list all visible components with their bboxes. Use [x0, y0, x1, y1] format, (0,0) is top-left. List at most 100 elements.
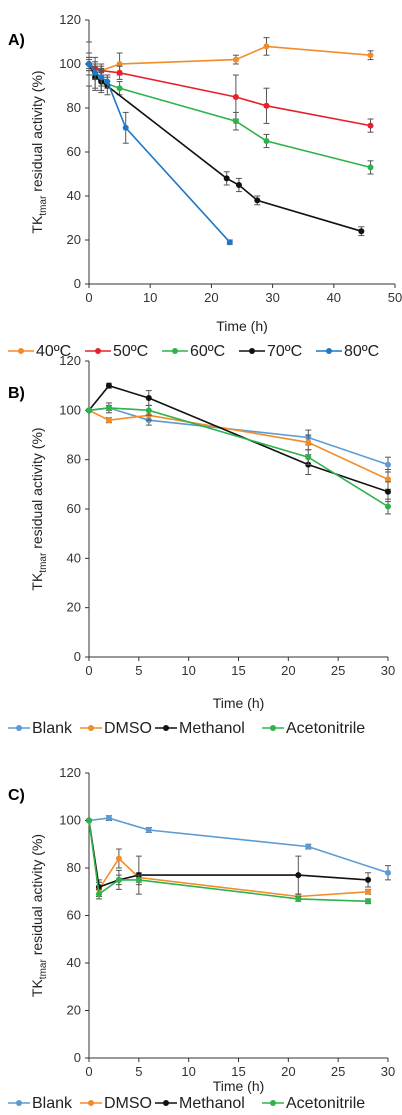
x-tick-label: 0: [85, 290, 92, 305]
legend-swatch-marker: [326, 348, 332, 354]
y-tick-label: 80: [67, 452, 81, 467]
data-point: [358, 228, 365, 235]
data-point: [367, 122, 374, 129]
legend-label: 40ºC: [36, 343, 71, 360]
y-tick-label: 0: [74, 276, 81, 291]
y-tick-label: 60: [67, 144, 81, 159]
legend-item: 60ºC: [162, 343, 225, 360]
data-point: [116, 85, 123, 92]
series-3: [86, 41, 365, 237]
legend-swatch-marker: [88, 725, 94, 731]
x-tick-label: 50: [388, 290, 402, 305]
data-point: [263, 43, 270, 50]
series-line: [88, 407, 389, 508]
y-tick-label: 120: [59, 353, 81, 368]
y-tick-label: 40: [67, 550, 81, 565]
y-tick-label: 20: [67, 600, 81, 615]
panel-label: A): [8, 32, 25, 49]
data-point: [235, 182, 242, 188]
legend-swatch-marker: [18, 348, 24, 354]
data-point: [86, 817, 92, 824]
legend-item: DMSO: [80, 1095, 152, 1112]
y-tick-label: 0: [74, 1050, 81, 1065]
data-point: [135, 876, 142, 883]
x-tick-label: 25: [331, 1064, 345, 1079]
data-point: [105, 382, 112, 389]
series-line: [88, 45, 371, 72]
legend-item: Blank: [8, 1095, 73, 1112]
legend-label: DMSO: [104, 720, 152, 737]
y-tick-label: 120: [59, 765, 81, 780]
data-point: [95, 891, 102, 898]
y-axis-title: TKtmar residual activity (%): [29, 70, 49, 233]
y-axis-title-main: TK: [29, 572, 45, 591]
legend-label: 70ºC: [267, 343, 302, 360]
series-2: [86, 52, 374, 175]
data-point: [122, 124, 129, 131]
legend-swatch-marker: [270, 1100, 276, 1106]
y-tick-label: 60: [67, 501, 81, 516]
series-line: [88, 63, 371, 169]
data-point: [223, 175, 230, 182]
data-point: [115, 855, 122, 862]
y-tick-label: 40: [67, 955, 81, 970]
data-point: [145, 827, 152, 833]
legend-label: Methanol: [179, 1095, 245, 1112]
series-line: [88, 409, 389, 481]
legend-label: Acetonitrile: [286, 720, 365, 737]
y-tick-label: 120: [59, 12, 81, 27]
data-point: [232, 118, 239, 125]
x-tick-label: 20: [281, 663, 295, 678]
y-tick-label: 100: [59, 402, 81, 417]
panel-a: A) 0 20 40 60 80 100 120 0 10 20 30 40 50 Time (h) TKtm…: [8, 12, 402, 360]
data-point: [385, 488, 391, 495]
y-axis-title: TKtmar residual activity (%): [29, 427, 49, 590]
data-point: [254, 197, 261, 204]
series-line: [88, 817, 389, 874]
series-3: [86, 817, 372, 905]
legend-swatch-marker: [172, 348, 178, 354]
data-point: [86, 61, 92, 67]
data-point: [116, 61, 123, 67]
data-point: [305, 439, 312, 446]
legend-item: 50ºC: [85, 343, 148, 360]
legend-swatch-marker: [163, 1100, 169, 1106]
x-tick-label: 15: [231, 663, 245, 678]
panel-c: C) 0 20 40 60 80 100 120 0 5 10 15 20 25 30 Time (h) TKt…: [8, 765, 395, 1112]
data-point: [365, 876, 372, 883]
x-tick-label: 10: [181, 663, 195, 678]
x-tick-label: 30: [265, 290, 279, 305]
y-axis-title-main: TK: [29, 215, 45, 234]
legend-swatch-marker: [16, 1100, 22, 1106]
series-line: [88, 820, 369, 889]
data-point: [104, 78, 111, 85]
y-axis-title: TKtmar residual activity (%): [29, 834, 49, 997]
y-axis-title-subscript: tmar: [38, 195, 49, 216]
x-tick-label: 30: [381, 1064, 395, 1079]
series-line: [88, 63, 362, 232]
series-4: [86, 56, 233, 246]
x-tick-label: 5: [135, 1064, 142, 1079]
y-tick-label: 0: [74, 649, 81, 664]
series-line: [88, 820, 369, 903]
y-axis-title-subscript: tmar: [38, 552, 49, 573]
y-axis-title-subscript: tmar: [38, 959, 49, 980]
legend-label: 80ºC: [344, 343, 379, 360]
data-point: [367, 164, 374, 171]
series-3: [86, 404, 391, 515]
data-point: [385, 476, 391, 483]
data-point: [226, 239, 233, 246]
data-point: [232, 56, 239, 63]
data-point: [305, 843, 312, 850]
legend-item: Methanol: [155, 720, 245, 737]
series-line: [88, 820, 369, 898]
x-tick-label: 10: [143, 290, 157, 305]
legend-swatch-marker: [249, 348, 255, 354]
legend-swatch-marker: [95, 348, 101, 354]
x-tick-label: 0: [85, 663, 92, 678]
data-point: [98, 74, 105, 81]
legend-label: Blank: [32, 1095, 73, 1112]
y-axis-title-main: TK: [29, 979, 45, 998]
data-point: [385, 461, 391, 468]
